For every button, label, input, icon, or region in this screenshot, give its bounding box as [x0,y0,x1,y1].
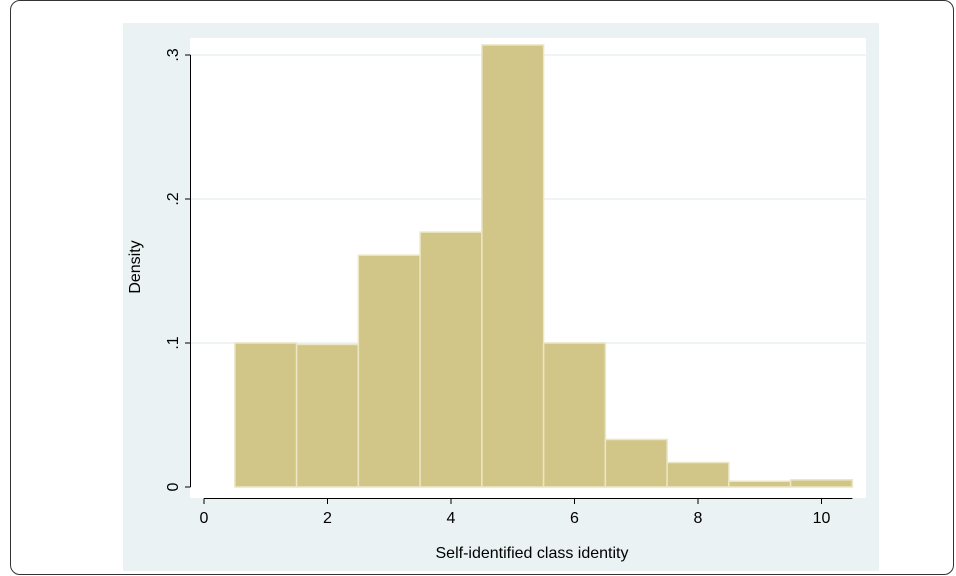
histogram-bar [666,461,730,488]
x-tick-label: 6 [570,510,579,527]
histogram-bar [295,343,360,488]
y-tick-label: .1 [165,336,182,349]
histogram-bar [234,342,298,488]
y-tick-label: .2 [165,192,182,205]
histogram-bar [481,44,545,488]
histogram-bar [789,479,854,488]
x-tick-label: 2 [323,510,332,527]
x-tick-label: 0 [200,510,209,527]
x-axis-label: Self-identified class identity [436,545,629,562]
histogram-bars [234,44,854,488]
y-axis-label: Density [127,240,144,293]
histogram-bar [542,342,607,488]
x-tick-label: 10 [813,510,831,527]
y-tick-label: 0 [165,482,182,491]
histogram-bar [728,480,792,488]
y-tick-label: .3 [165,48,182,61]
histogram-bar [604,438,668,488]
histogram-bar [419,231,483,488]
histogram-bar [357,254,421,488]
axes: 0 2 4 6 8 10 0 .1 .2 .3 [165,48,853,527]
chart-region: 0 2 4 6 8 10 0 .1 .2 .3 Self-identified class ide… [123,23,879,571]
figure-frame: 0 2 4 6 8 10 0 .1 .2 .3 Self-identified class ide… [10,0,954,575]
x-tick-label: 8 [694,510,703,527]
x-tick-label: 4 [447,510,456,527]
histogram-chart: 0 2 4 6 8 10 0 .1 .2 .3 Self-identified class ide… [123,23,879,571]
